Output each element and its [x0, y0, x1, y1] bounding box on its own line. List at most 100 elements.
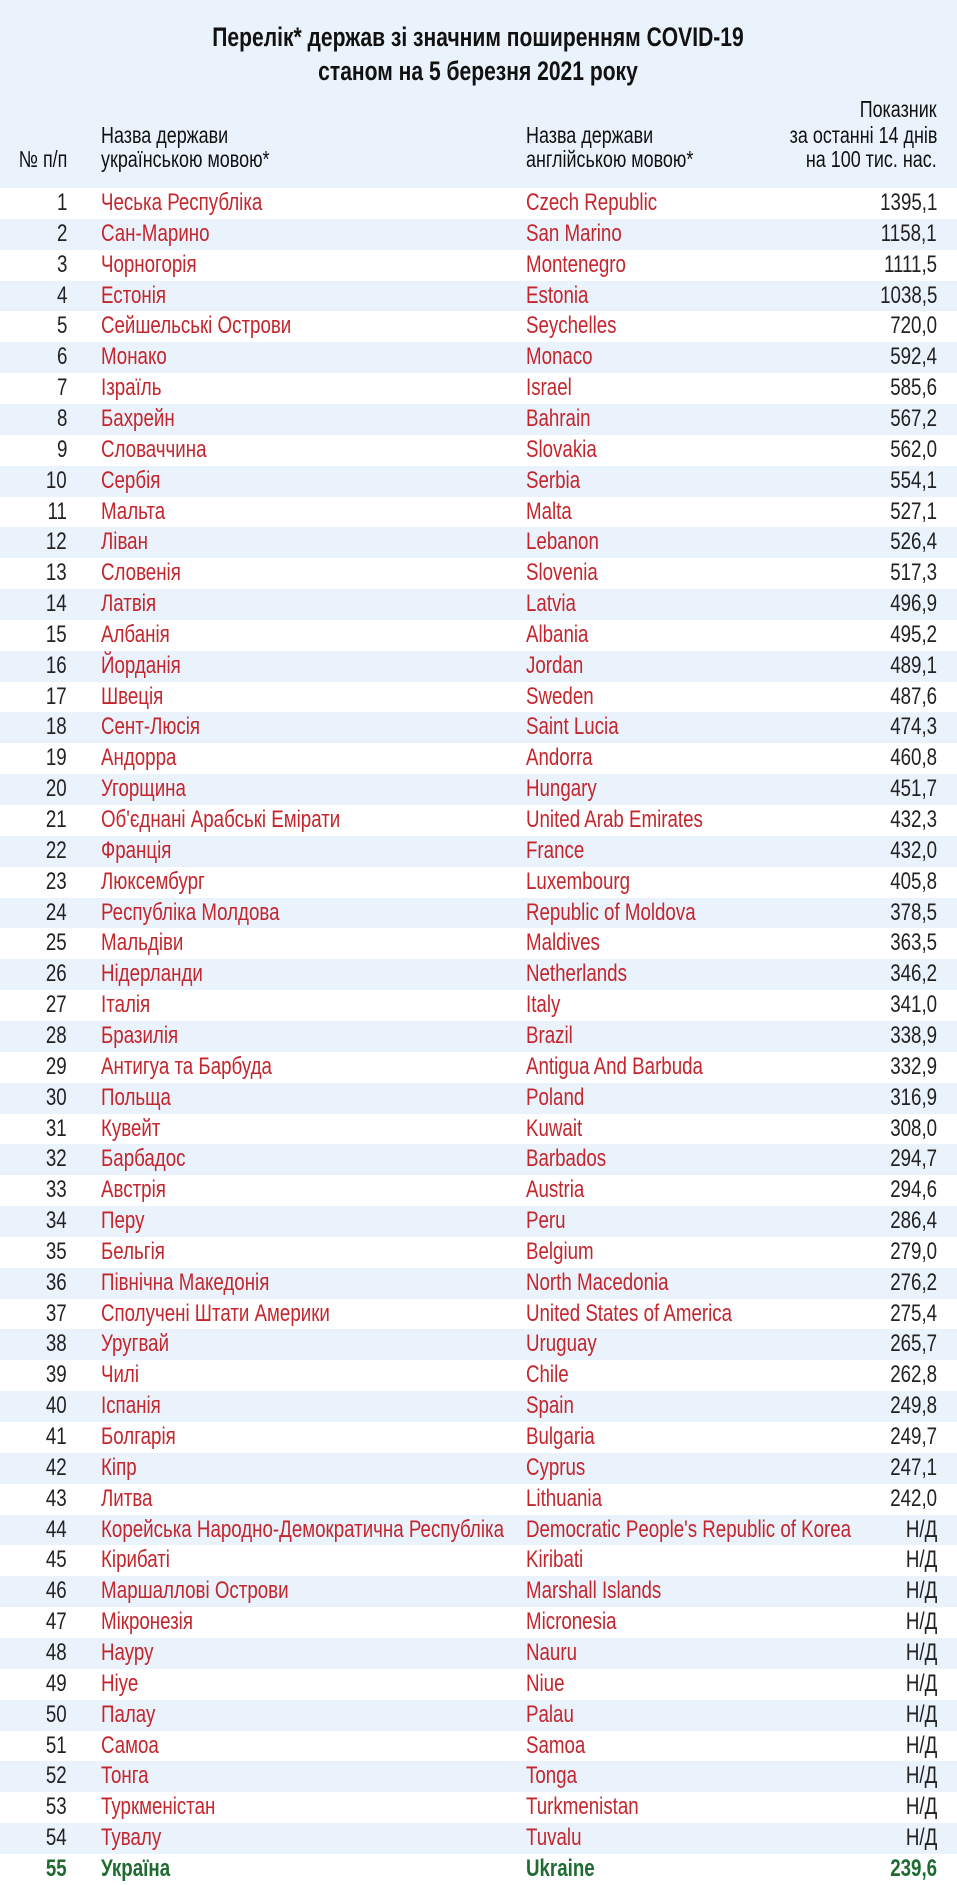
row-number: 45 — [46, 1546, 67, 1574]
row-number: 27 — [46, 991, 67, 1019]
row-number: 7 — [56, 374, 67, 402]
table-row: 10 Сербія Serbia 554,1 — [0, 465, 957, 497]
indicator-value: 239,6 — [890, 1854, 937, 1882]
row-number: 33 — [46, 1176, 67, 1204]
english-name: Turkmenistan — [526, 1793, 639, 1821]
table-row: 26 Нідерланди Netherlands 346,2 — [0, 959, 957, 991]
row-number: 52 — [46, 1762, 67, 1790]
english-name: Luxembourg — [526, 867, 631, 895]
english-name: Kiribati — [526, 1546, 584, 1574]
indicator-value: 489,1 — [890, 651, 937, 679]
row-number: 13 — [46, 559, 67, 587]
indicator-value: 432,0 — [890, 836, 937, 864]
ukrainian-name: Тонга — [101, 1762, 149, 1790]
english-name: Sweden — [526, 682, 594, 710]
english-name: Poland — [526, 1083, 585, 1111]
row-number: 46 — [46, 1577, 67, 1605]
indicator-value: 554,1 — [890, 466, 937, 494]
indicator-value: 276,2 — [890, 1268, 937, 1296]
ukrainian-name: Естонія — [101, 281, 167, 309]
ukrainian-name: Андорра — [101, 744, 177, 772]
english-name: Barbados — [526, 1145, 607, 1173]
ukrainian-name: Чеська Республіка — [101, 189, 263, 216]
indicator-value: Н/Д — [905, 1762, 937, 1790]
ukrainian-name: Кувейт — [101, 1114, 161, 1142]
indicator-value: 308,0 — [890, 1114, 937, 1142]
indicator-value: Н/Д — [905, 1731, 937, 1759]
english-name: Italy — [526, 991, 561, 1019]
ukrainian-name: Литва — [101, 1484, 153, 1512]
header-indicator: за останні 14 днів — [789, 122, 937, 148]
table-row: 30 Польща Poland 316,9 — [0, 1082, 957, 1114]
english-name: Belgium — [526, 1237, 594, 1265]
table-row: 9 Словаччина Slovakia 562,0 — [0, 434, 957, 466]
table-row: 51 Самоа Samoa Н/Д — [0, 1730, 957, 1762]
indicator-value: Н/Д — [905, 1608, 937, 1636]
indicator-value: 247,1 — [890, 1453, 937, 1481]
row-number: 15 — [46, 620, 67, 648]
ukrainian-name: Монако — [101, 343, 167, 371]
ukrainian-name: Маршаллові Острови — [101, 1577, 289, 1605]
table-row: 28 Бразилія Brazil 338,9 — [0, 1020, 957, 1052]
table-row: 46 Маршаллові Острови Marshall Islands Н/Д — [0, 1576, 957, 1608]
english-name: Lebanon — [526, 528, 599, 556]
indicator-value: 338,9 — [890, 1021, 937, 1049]
table-row: 54 Тувалу Tuvalu Н/Д — [0, 1823, 957, 1855]
english-name: Brazil — [526, 1021, 573, 1049]
indicator-value: 585,6 — [890, 374, 937, 402]
row-number: 1 — [56, 189, 67, 216]
indicator-value: 265,7 — [890, 1330, 937, 1358]
english-name: Chile — [526, 1361, 569, 1389]
table-row: 11 Мальта Malta 527,1 — [0, 496, 957, 528]
indicator-value: 592,4 — [890, 343, 937, 371]
indicator-value: 460,8 — [890, 744, 937, 772]
table-row: 32 Барбадос Barbados 294,7 — [0, 1144, 957, 1176]
row-number: 20 — [46, 775, 67, 803]
ukrainian-name: Польща — [101, 1083, 171, 1111]
english-name: Seychelles — [526, 312, 617, 340]
row-number: 5 — [56, 312, 67, 340]
table-row: 2 Сан-Марино San Marino 1158,1 — [0, 218, 957, 250]
table-row: 3 Чорногорія Montenegro 1111,5 — [0, 249, 957, 281]
table-row: 27 Італія Italy 341,0 — [0, 990, 957, 1022]
title-line: станом на 5 березня 2021 року — [318, 56, 638, 86]
table-row: 31 Кувейт Kuwait 308,0 — [0, 1113, 957, 1145]
row-number: 36 — [46, 1268, 67, 1296]
header-ukrainian: українською мовою* — [101, 146, 270, 172]
indicator-value: 496,9 — [890, 590, 937, 618]
row-number: 49 — [46, 1669, 67, 1697]
ukrainian-name: Антигуа та Барбуда — [101, 1052, 272, 1080]
table-row: 52 Тонга Tonga Н/Д — [0, 1761, 957, 1793]
table-row: 37 Сполучені Штати Америки United States o… — [0, 1298, 957, 1330]
english-name: Netherlands — [526, 960, 627, 988]
table-row: 4 Естонія Estonia 1038,5 — [0, 280, 957, 312]
ukrainian-name: Угорщина — [101, 775, 186, 803]
ukrainian-name: Кірибаті — [101, 1546, 170, 1574]
english-name: Democratic People's Republic of Korea — [526, 1515, 852, 1543]
table-row: 19 Андорра Andorra 460,8 — [0, 743, 957, 775]
ukrainian-name: Люксембург — [101, 867, 205, 895]
table-row: 39 Чилі Chile 262,8 — [0, 1360, 957, 1392]
indicator-value: 1038,5 — [879, 281, 937, 309]
table-row: 12 Ліван Lebanon 526,4 — [0, 527, 957, 559]
english-name: Tonga — [526, 1762, 578, 1790]
table-row: 20 Угорщина Hungary 451,7 — [0, 774, 957, 806]
row-number: 41 — [46, 1423, 67, 1450]
english-name: Kuwait — [526, 1114, 583, 1142]
row-number: 53 — [46, 1793, 67, 1821]
ukrainian-name: Іспанія — [101, 1392, 161, 1420]
english-name: Peru — [526, 1207, 566, 1235]
ukrainian-name: Сполучені Штати Америки — [101, 1299, 330, 1327]
indicator-value: 346,2 — [890, 960, 937, 988]
ukrainian-name: Мальдіви — [101, 929, 184, 957]
indicator-value: 279,0 — [890, 1237, 937, 1265]
title-line: Перелік* держав зі значним поширенням CO… — [212, 22, 744, 52]
english-name: Albania — [526, 620, 589, 648]
table-row: 17 Швеція Sweden 487,6 — [0, 681, 957, 713]
ukrainian-name: Перу — [101, 1207, 145, 1235]
table-row: 15 Албанія Albania 495,2 — [0, 619, 957, 651]
indicator-value: Н/Д — [905, 1700, 937, 1728]
table-row: 33 Австрія Austria 294,6 — [0, 1175, 957, 1207]
english-name: Malta — [526, 497, 572, 525]
ukrainian-name: Нідерланди — [101, 960, 203, 988]
